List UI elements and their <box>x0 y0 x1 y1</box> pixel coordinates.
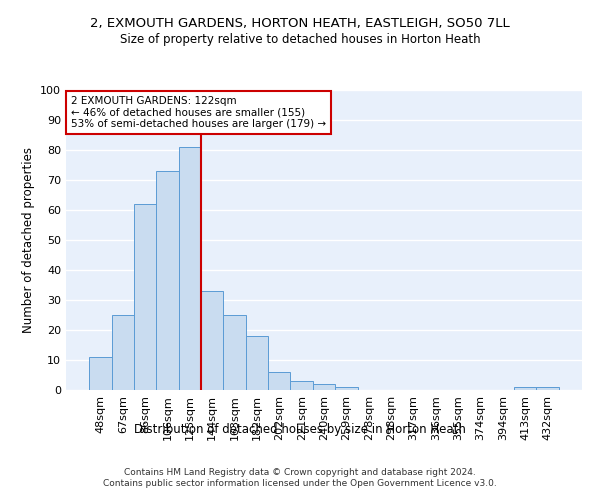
Bar <box>313 384 335 390</box>
Bar <box>201 291 223 390</box>
Bar <box>536 387 559 390</box>
Text: Contains HM Land Registry data © Crown copyright and database right 2024.
Contai: Contains HM Land Registry data © Crown c… <box>103 468 497 487</box>
Bar <box>134 204 157 390</box>
Bar <box>223 315 246 390</box>
Bar <box>335 387 358 390</box>
Bar <box>246 336 268 390</box>
Bar <box>112 315 134 390</box>
Bar <box>89 357 112 390</box>
Bar <box>514 387 536 390</box>
Bar <box>268 372 290 390</box>
Bar <box>179 147 201 390</box>
Text: 2 EXMOUTH GARDENS: 122sqm
← 46% of detached houses are smaller (155)
53% of semi: 2 EXMOUTH GARDENS: 122sqm ← 46% of detac… <box>71 96 326 129</box>
Bar <box>290 381 313 390</box>
Bar <box>157 171 179 390</box>
Text: 2, EXMOUTH GARDENS, HORTON HEATH, EASTLEIGH, SO50 7LL: 2, EXMOUTH GARDENS, HORTON HEATH, EASTLE… <box>90 18 510 30</box>
Text: Size of property relative to detached houses in Horton Heath: Size of property relative to detached ho… <box>119 32 481 46</box>
Y-axis label: Number of detached properties: Number of detached properties <box>22 147 35 333</box>
Text: Distribution of detached houses by size in Horton Heath: Distribution of detached houses by size … <box>134 422 466 436</box>
